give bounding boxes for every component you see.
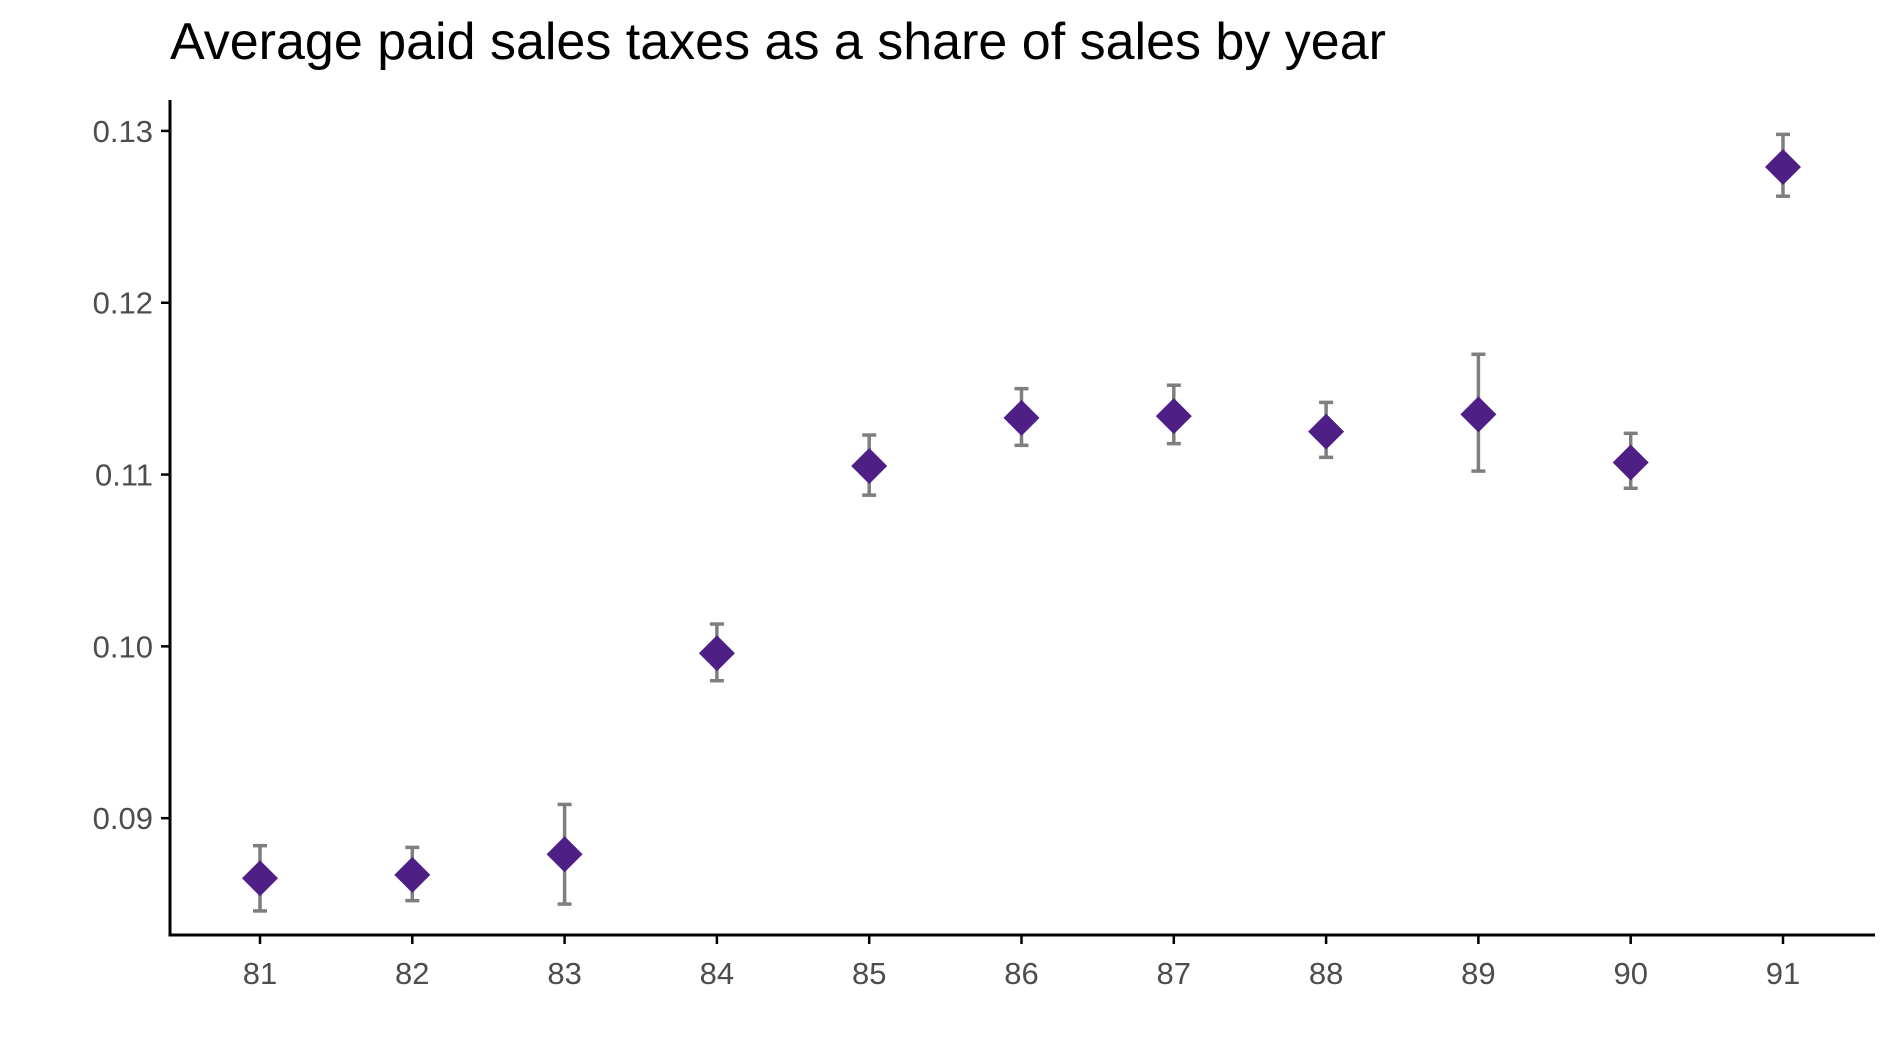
data-point: [1765, 149, 1801, 186]
data-point: [698, 635, 735, 672]
data-point: [1612, 444, 1649, 481]
axes-layer: 0.09 0.10 0.11 0.12 0.13 81 82 83 84 85 86 87 88 89 90…: [93, 100, 1875, 991]
data-point: [1003, 399, 1040, 436]
data-point: [546, 836, 583, 873]
x-tick-label: 90: [1613, 956, 1647, 991]
x-tick-label: 86: [1004, 956, 1038, 991]
y-tick-label: 0.12: [93, 286, 153, 321]
y-tick-label: 0.10: [93, 629, 153, 664]
chart-title: Average paid sales taxes as a share of s…: [170, 13, 1386, 71]
x-tick-label: 84: [700, 956, 734, 991]
x-tick-label: 83: [547, 956, 581, 991]
data-point: [242, 860, 278, 897]
x-tick-label: 85: [852, 956, 886, 991]
x-tick-label: 89: [1461, 956, 1495, 991]
y-tick-label: 0.13: [93, 114, 153, 149]
x-tick-label: 91: [1766, 956, 1800, 991]
data-point: [851, 447, 888, 484]
data-point: [1460, 396, 1497, 433]
errorbars-layer: [253, 132, 1790, 913]
data-point: [394, 856, 431, 893]
x-tick-label: 87: [1157, 956, 1191, 991]
x-tick-label: 88: [1309, 956, 1343, 991]
points-layer: [242, 149, 1801, 897]
x-tick-label: 82: [395, 956, 429, 991]
data-point: [1308, 413, 1345, 450]
x-tick-label: 81: [243, 956, 277, 991]
data-point: [1155, 398, 1192, 435]
y-tick-label: 0.09: [93, 801, 153, 836]
y-tick-label: 0.11: [95, 458, 153, 493]
